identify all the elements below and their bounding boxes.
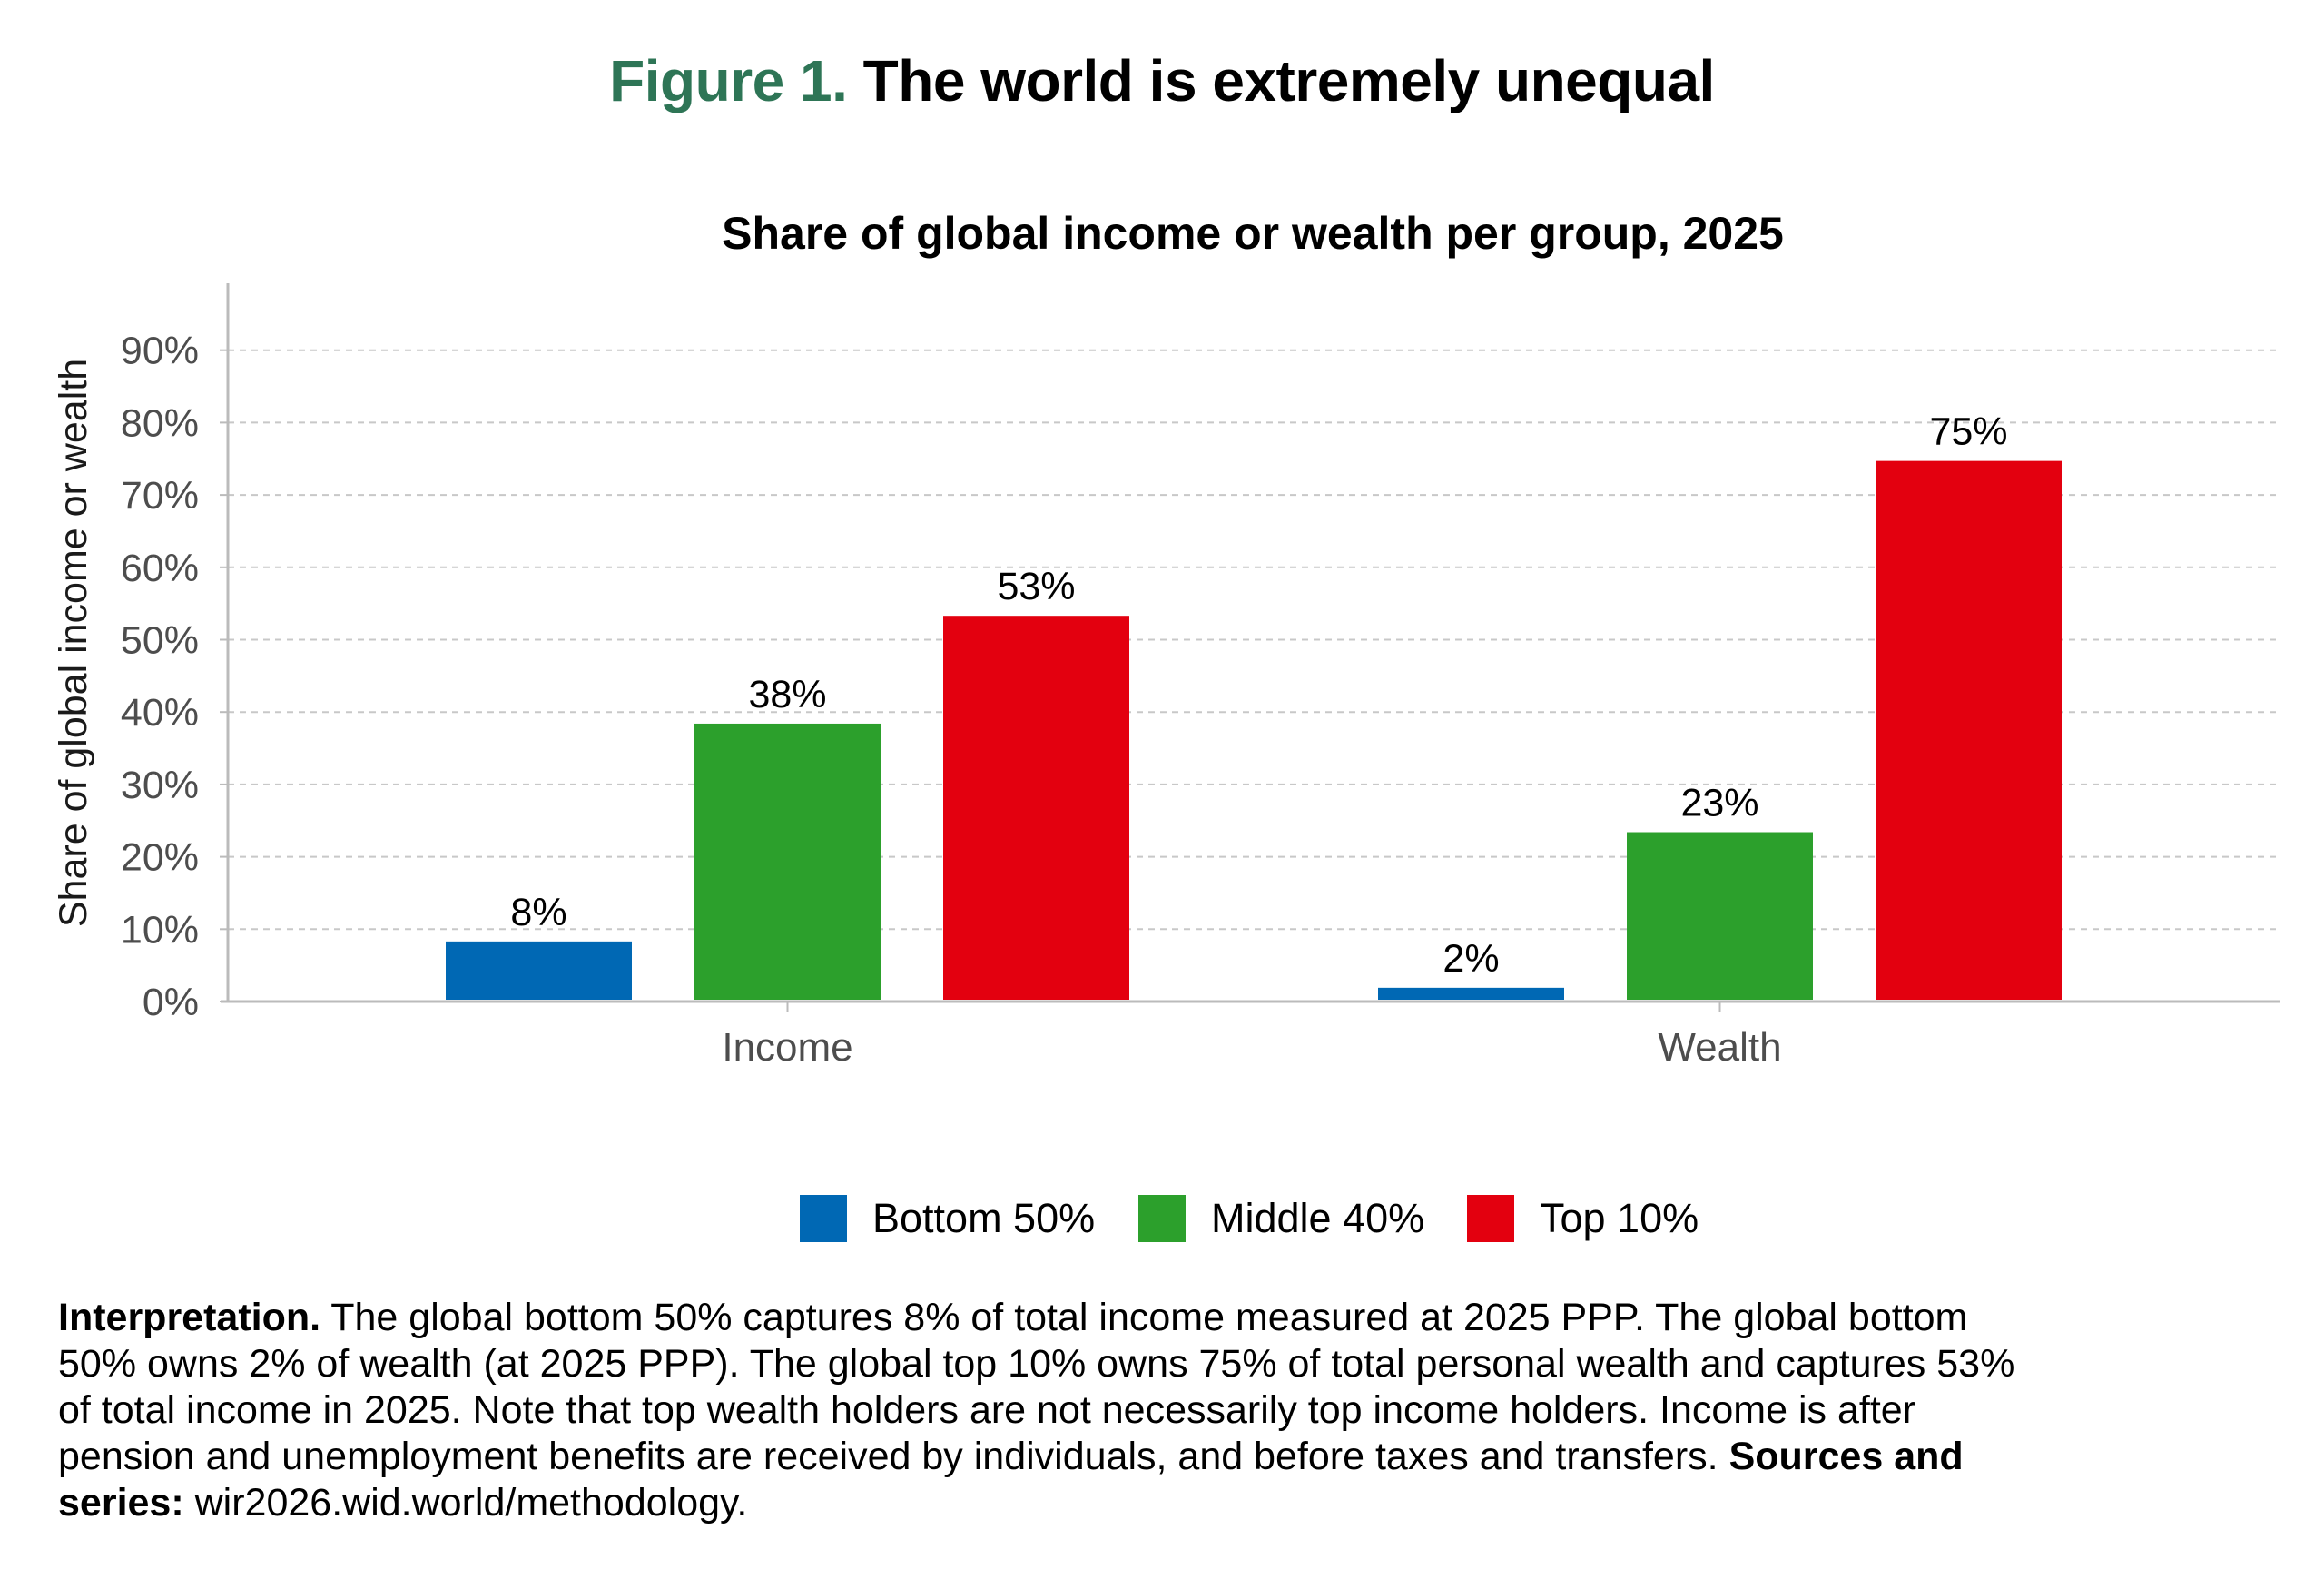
- bar-top-10--income: [943, 616, 1129, 1000]
- interpretation-note: Interpretation. The global bottom 50% ca…: [58, 1295, 2014, 1526]
- y-tick-label: 0%: [143, 981, 199, 1024]
- bar-middle-40--income: [694, 723, 881, 1000]
- y-tick-label: 50%: [121, 619, 199, 663]
- y-tick-label: 90%: [121, 330, 199, 373]
- legend-label: Middle 40%: [1211, 1195, 1424, 1241]
- chart-title: Share of global income or wealth per gro…: [722, 208, 1784, 259]
- legend-swatch-bottom-50-: [800, 1195, 847, 1242]
- data-label: 53%: [997, 565, 1075, 608]
- bar-chart: Share of global income or wealth per gro…: [52, 208, 2280, 1242]
- figure-title: Figure 1. The world is extremely unequal: [0, 47, 2324, 114]
- interpretation-text: wir2026.wid.world/methodology.: [183, 1481, 748, 1525]
- y-tick-label: 60%: [121, 547, 199, 590]
- data-label: 2%: [1443, 937, 1499, 981]
- interpretation-text: Sources and: [1728, 1435, 1964, 1478]
- figure-label: Figure 1.: [609, 48, 848, 113]
- y-tick-label: 30%: [121, 764, 199, 807]
- y-tick-label: 40%: [121, 691, 199, 735]
- bar-bottom-50--wealth: [1378, 987, 1564, 1000]
- bar-bottom-50--income: [446, 941, 632, 1000]
- data-label: 75%: [1929, 410, 2007, 454]
- x-tick-label-wealth: Wealth: [1658, 1025, 1781, 1070]
- y-tick-label: 80%: [121, 401, 199, 445]
- legend-label: Top 10%: [1540, 1195, 1699, 1241]
- y-tick-label: 20%: [121, 836, 199, 880]
- figure-title-text: The world is extremely unequal: [862, 48, 1716, 113]
- y-tick-label: 10%: [121, 908, 199, 952]
- data-label: 8%: [510, 891, 566, 934]
- interpretation-text: Interpretation.: [58, 1296, 321, 1339]
- interpretation-text: 50% owns 2% of wealth (at 2025 PPP). The…: [58, 1342, 2015, 1386]
- interpretation-line: pension and unemployment benefits are re…: [58, 1434, 2014, 1480]
- interpretation-line: Interpretation. The global bottom 50% ca…: [58, 1295, 2014, 1341]
- interpretation-line: series: wir2026.wid.world/methodology.: [58, 1480, 2014, 1526]
- x-tick-label-income: Income: [722, 1025, 852, 1070]
- interpretation-text: of total income in 2025. Note that top w…: [58, 1388, 1916, 1432]
- legend-label: Bottom 50%: [872, 1195, 1095, 1241]
- data-label: 38%: [748, 673, 826, 716]
- y-axis-label: Share of global income or wealth: [52, 359, 95, 927]
- interpretation-line: 50% owns 2% of wealth (at 2025 PPP). The…: [58, 1341, 2014, 1387]
- interpretation-text: The global bottom 50% captures 8% of tot…: [320, 1296, 1968, 1339]
- y-tick-label: 70%: [121, 474, 199, 518]
- data-label: 23%: [1680, 782, 1758, 825]
- interpretation-text: series:: [58, 1481, 184, 1525]
- bar-top-10--wealth: [1876, 460, 2062, 1000]
- interpretation-text: pension and unemployment benefits are re…: [58, 1435, 1729, 1478]
- bar-middle-40--wealth: [1627, 832, 1813, 1000]
- legend-swatch-top-10-: [1467, 1195, 1514, 1242]
- legend-swatch-middle-40-: [1138, 1195, 1186, 1242]
- interpretation-line: of total income in 2025. Note that top w…: [58, 1387, 2014, 1434]
